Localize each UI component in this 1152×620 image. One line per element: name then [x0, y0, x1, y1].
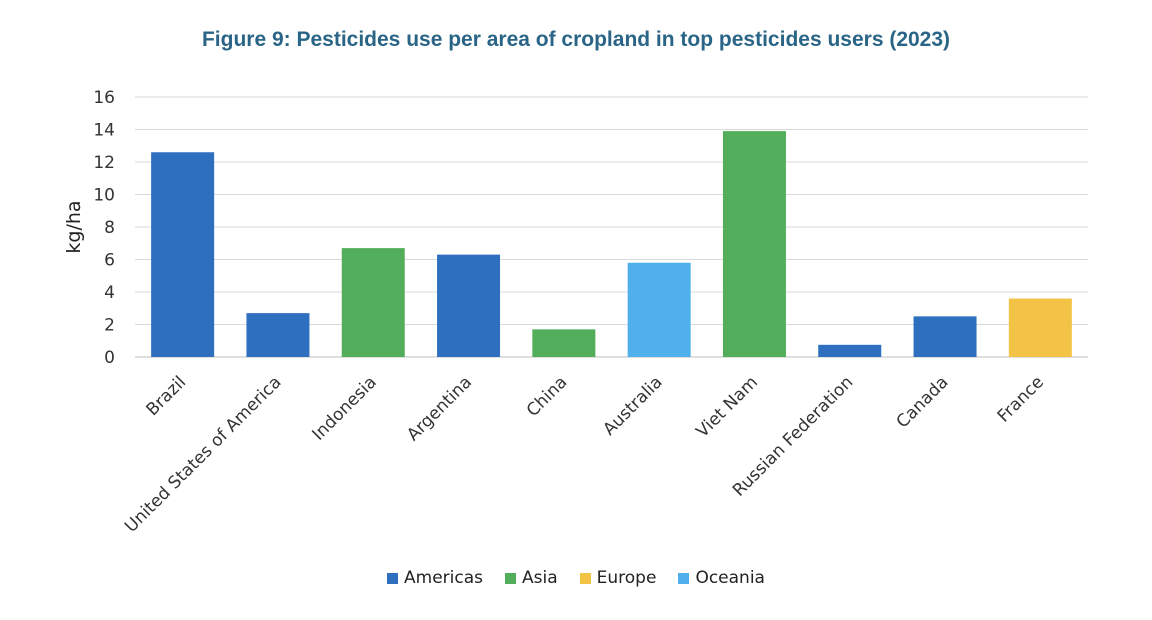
y-tick-label: 12	[93, 153, 115, 173]
legend-item-asia: Asia	[505, 568, 558, 588]
bar	[818, 344, 882, 357]
legend-swatch-oceania	[678, 572, 690, 584]
legend-swatch-americas	[387, 572, 399, 584]
x-tick-label: Australia	[599, 372, 666, 439]
legend-item-oceania: Oceania	[678, 568, 765, 588]
bar	[1008, 298, 1072, 357]
y-tick-label: 14	[93, 121, 115, 141]
y-tick-label: 0	[104, 348, 115, 368]
bar	[341, 248, 405, 357]
bar	[437, 254, 501, 357]
bar	[913, 316, 977, 357]
bar	[246, 313, 310, 357]
y-tick-label: 6	[104, 251, 115, 271]
legend-item-americas: Americas	[387, 568, 483, 588]
y-axis-label: kg/ha	[63, 200, 85, 253]
x-tick-label: Brazil	[142, 372, 190, 420]
x-tick-label: Indonesia	[309, 372, 381, 444]
x-tick-label: United States of America	[121, 372, 285, 536]
x-tick-label: Canada	[893, 372, 953, 432]
legend-swatch-asia	[505, 572, 516, 584]
x-tick-label: Viet Nam	[693, 372, 762, 441]
bar	[627, 262, 691, 357]
y-tick-label: 10	[93, 186, 115, 206]
legend-label-europe: Europe	[596, 568, 657, 588]
chart-legend: Americas Asia Europe Oceania	[0, 568, 1152, 588]
legend-swatch-europe	[579, 572, 591, 584]
legend-item-europe: Europe	[579, 568, 657, 588]
y-tick-label: 16	[93, 88, 115, 108]
y-tick-label: 2	[104, 316, 115, 336]
legend-label-asia: Asia	[522, 568, 558, 588]
bar	[532, 329, 596, 357]
bar	[722, 131, 786, 357]
legend-label-oceania: Oceania	[695, 568, 765, 588]
y-tick-label: 4	[104, 283, 115, 303]
x-tick-label: France	[994, 372, 1048, 426]
x-tick-label: Argentina	[403, 372, 476, 445]
x-tick-label: China	[523, 372, 571, 420]
legend-label-americas: Americas	[404, 568, 483, 588]
chart-title: Figure 9: Pesticides use per area of cro…	[201, 28, 951, 51]
y-tick-label: 8	[104, 218, 115, 238]
bar	[151, 152, 215, 357]
